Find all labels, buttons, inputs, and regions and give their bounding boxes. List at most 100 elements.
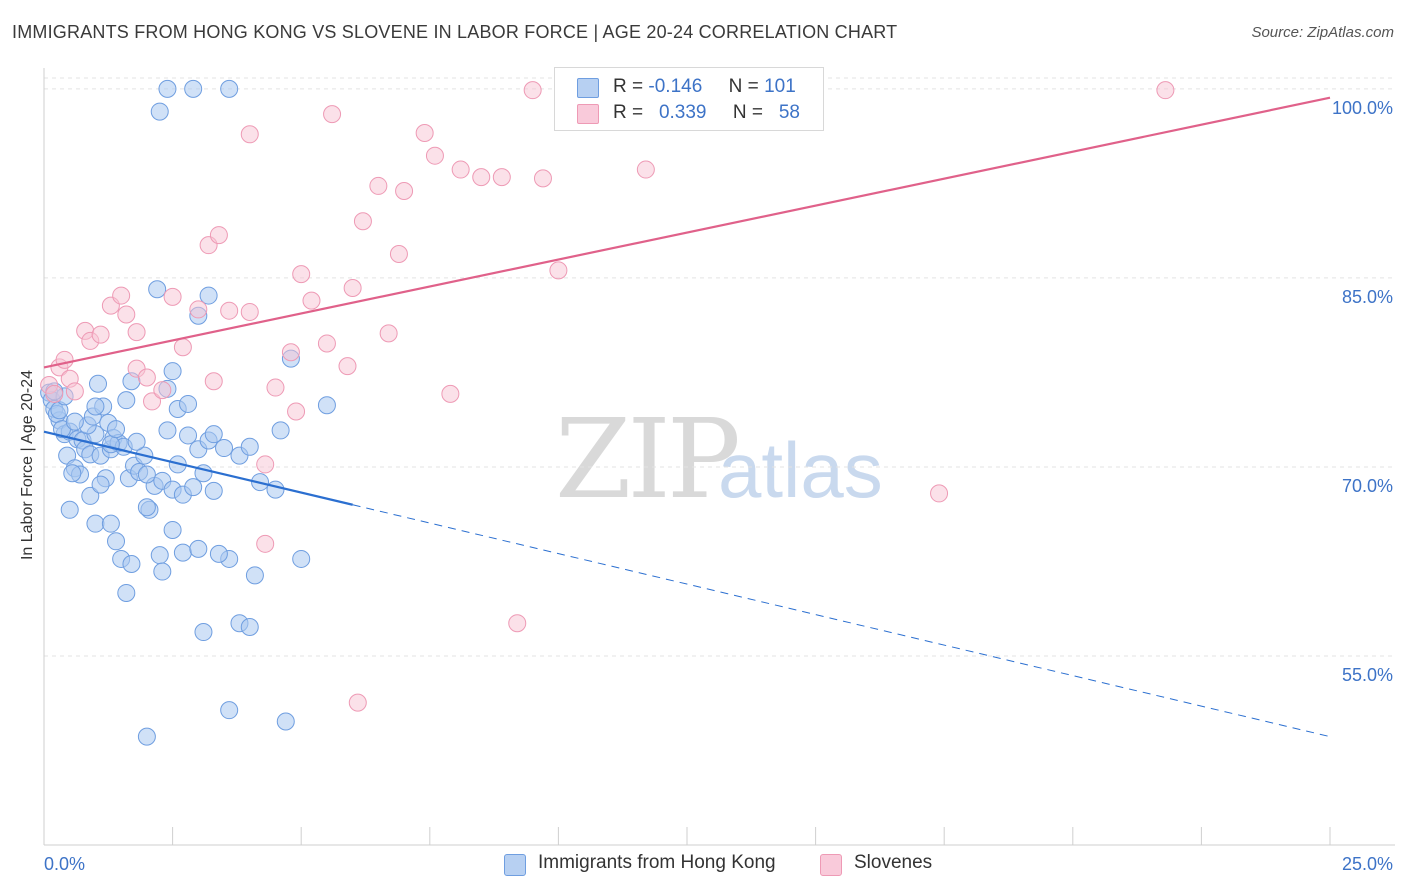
data-point-hong-kong (101, 514, 120, 533)
data-point-slovenes (287, 402, 306, 421)
legend-n-label: N = (732, 102, 764, 123)
data-point-hong-kong (86, 397, 105, 416)
data-point-slovenes (549, 261, 568, 280)
data-point-hong-kong (240, 617, 259, 636)
data-point-hong-kong (63, 464, 82, 483)
data-point-hong-kong (240, 437, 259, 456)
bottom-legend-label-pink: Slovenes (854, 852, 933, 873)
data-point-hong-kong (91, 475, 110, 494)
data-point-hong-kong (266, 480, 285, 499)
data-point-slovenes (281, 343, 300, 362)
data-point-slovenes (143, 392, 162, 411)
y-tick-label: 55.0% (1342, 665, 1393, 685)
data-point-hong-kong (117, 583, 136, 602)
data-point-hong-kong (81, 486, 100, 505)
data-point-hong-kong (204, 481, 223, 500)
series-slovenes-points (40, 81, 1175, 712)
data-point-hong-kong (158, 79, 177, 98)
data-point-slovenes (153, 381, 172, 400)
trend-line-slovenes (43, 96, 1331, 369)
legend-r-value: 0.339 (658, 102, 707, 123)
data-point-slovenes (55, 350, 74, 369)
data-point-slovenes (266, 378, 285, 397)
data-point-hong-kong (163, 520, 182, 539)
data-point-slovenes (112, 286, 131, 305)
legend-n-value: 101 (764, 76, 796, 97)
data-point-hong-kong (107, 420, 126, 439)
data-point-hong-kong (292, 549, 311, 568)
data-point-slovenes (395, 181, 414, 200)
data-point-slovenes (209, 226, 228, 245)
data-point-hong-kong (173, 543, 192, 562)
legend-swatch-blue (577, 78, 599, 98)
data-point-slovenes (91, 325, 110, 344)
bottom-legend-label-blue: Immigrants from Hong Kong (538, 852, 776, 873)
data-point-slovenes (317, 334, 336, 353)
data-point-hong-kong (271, 421, 290, 440)
data-point-slovenes (189, 300, 208, 319)
data-point-hong-kong (65, 412, 84, 431)
data-point-hong-kong (245, 566, 264, 585)
data-point-hong-kong (137, 465, 156, 484)
data-point-hong-kong (184, 478, 203, 497)
y-tick-label: 100.0% (1332, 98, 1393, 118)
data-point-hong-kong (122, 554, 141, 573)
data-point-hong-kong (89, 374, 108, 393)
data-point-slovenes (338, 357, 357, 376)
data-point-hong-kong (220, 79, 239, 98)
data-point-slovenes (323, 105, 342, 124)
data-point-hong-kong (276, 712, 295, 731)
legend-r-value: -0.146 (648, 76, 703, 97)
data-point-slovenes (472, 168, 491, 187)
x-tick-label: 0.0% (44, 854, 85, 874)
data-point-hong-kong (150, 102, 169, 121)
data-point-hong-kong (101, 435, 120, 454)
tick-labels: 55.0% 70.0% 85.0% 100.0% 0.0% 25.0% (44, 98, 1393, 874)
data-point-slovenes (389, 244, 408, 263)
data-point-slovenes (45, 384, 64, 403)
legend-n-label: N = (728, 76, 759, 97)
data-point-slovenes (379, 324, 398, 343)
data-point-hong-kong (184, 79, 203, 98)
source-label: Source: ZipAtlas.com (1251, 24, 1394, 41)
legend-r-label: R = (613, 76, 644, 97)
data-point-hong-kong (86, 514, 105, 533)
data-point-slovenes (137, 368, 156, 387)
x-tick-label: 25.0% (1342, 854, 1393, 874)
data-point-hong-kong (148, 280, 167, 299)
data-point-hong-kong (204, 425, 223, 444)
data-point-hong-kong (317, 396, 336, 415)
y-axis-label: In Labor Force | Age 20-24 (19, 369, 36, 561)
data-point-slovenes (353, 212, 372, 231)
data-point-hong-kong (179, 426, 198, 445)
data-point-slovenes (636, 160, 655, 179)
data-point-slovenes (65, 382, 84, 401)
data-point-slovenes (302, 291, 321, 310)
correlation-legend: R = -0.146 N = 101 R = 0.339 N = 58 (554, 67, 824, 131)
bottom-legend-swatch-pink (820, 854, 842, 876)
data-point-hong-kong (189, 539, 208, 558)
data-point-slovenes (127, 323, 146, 342)
data-point-slovenes (343, 279, 362, 298)
data-point-slovenes (204, 372, 223, 391)
data-point-slovenes (163, 287, 182, 306)
data-point-hong-kong (127, 432, 146, 451)
data-point-slovenes (415, 124, 434, 143)
data-point-slovenes (508, 614, 527, 633)
trend-lines (43, 96, 1331, 738)
data-point-hong-kong (150, 546, 169, 565)
data-point-slovenes (930, 484, 949, 503)
data-point-hong-kong (215, 439, 234, 458)
axes (43, 68, 1395, 846)
data-point-hong-kong (153, 562, 172, 581)
data-point-slovenes (292, 265, 311, 284)
data-point-slovenes (369, 176, 388, 195)
bottom-legend-swatch-blue (504, 854, 526, 876)
data-point-slovenes (240, 302, 259, 321)
data-point-hong-kong (194, 623, 213, 642)
data-point-slovenes (1156, 81, 1175, 100)
data-point-slovenes (492, 168, 511, 187)
data-point-hong-kong (220, 701, 239, 720)
y-tick-label: 85.0% (1342, 287, 1393, 307)
